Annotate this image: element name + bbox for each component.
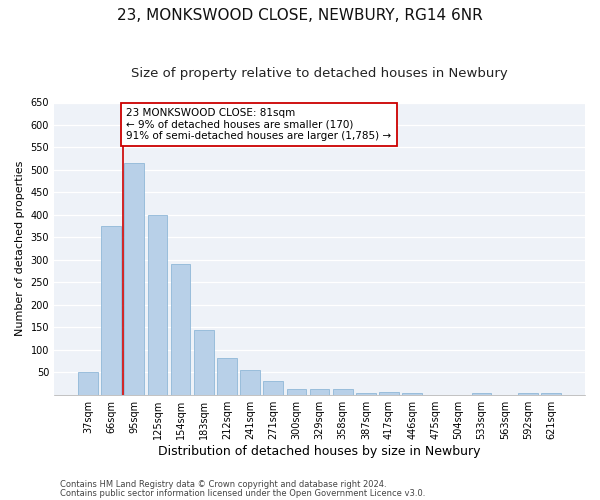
Bar [287,390,306,394]
Text: Contains public sector information licensed under the Open Government Licence v3: Contains public sector information licen… [60,488,425,498]
Bar [217,358,237,395]
Bar [333,390,353,394]
Bar [379,392,399,394]
Text: 23, MONKSWOOD CLOSE, NEWBURY, RG14 6NR: 23, MONKSWOOD CLOSE, NEWBURY, RG14 6NR [117,8,483,22]
Bar [124,163,144,394]
Bar [101,226,121,394]
X-axis label: Distribution of detached houses by size in Newbury: Distribution of detached houses by size … [158,444,481,458]
Bar [240,370,260,394]
Text: Contains HM Land Registry data © Crown copyright and database right 2024.: Contains HM Land Registry data © Crown c… [60,480,386,489]
Title: Size of property relative to detached houses in Newbury: Size of property relative to detached ho… [131,68,508,80]
Bar [194,330,214,394]
Y-axis label: Number of detached properties: Number of detached properties [15,161,25,336]
Bar [310,390,329,394]
Text: 23 MONKSWOOD CLOSE: 81sqm
← 9% of detached houses are smaller (170)
91% of semi-: 23 MONKSWOOD CLOSE: 81sqm ← 9% of detach… [126,108,391,141]
Bar [148,215,167,394]
Bar [171,264,190,394]
Bar [78,372,98,394]
Bar [263,381,283,394]
